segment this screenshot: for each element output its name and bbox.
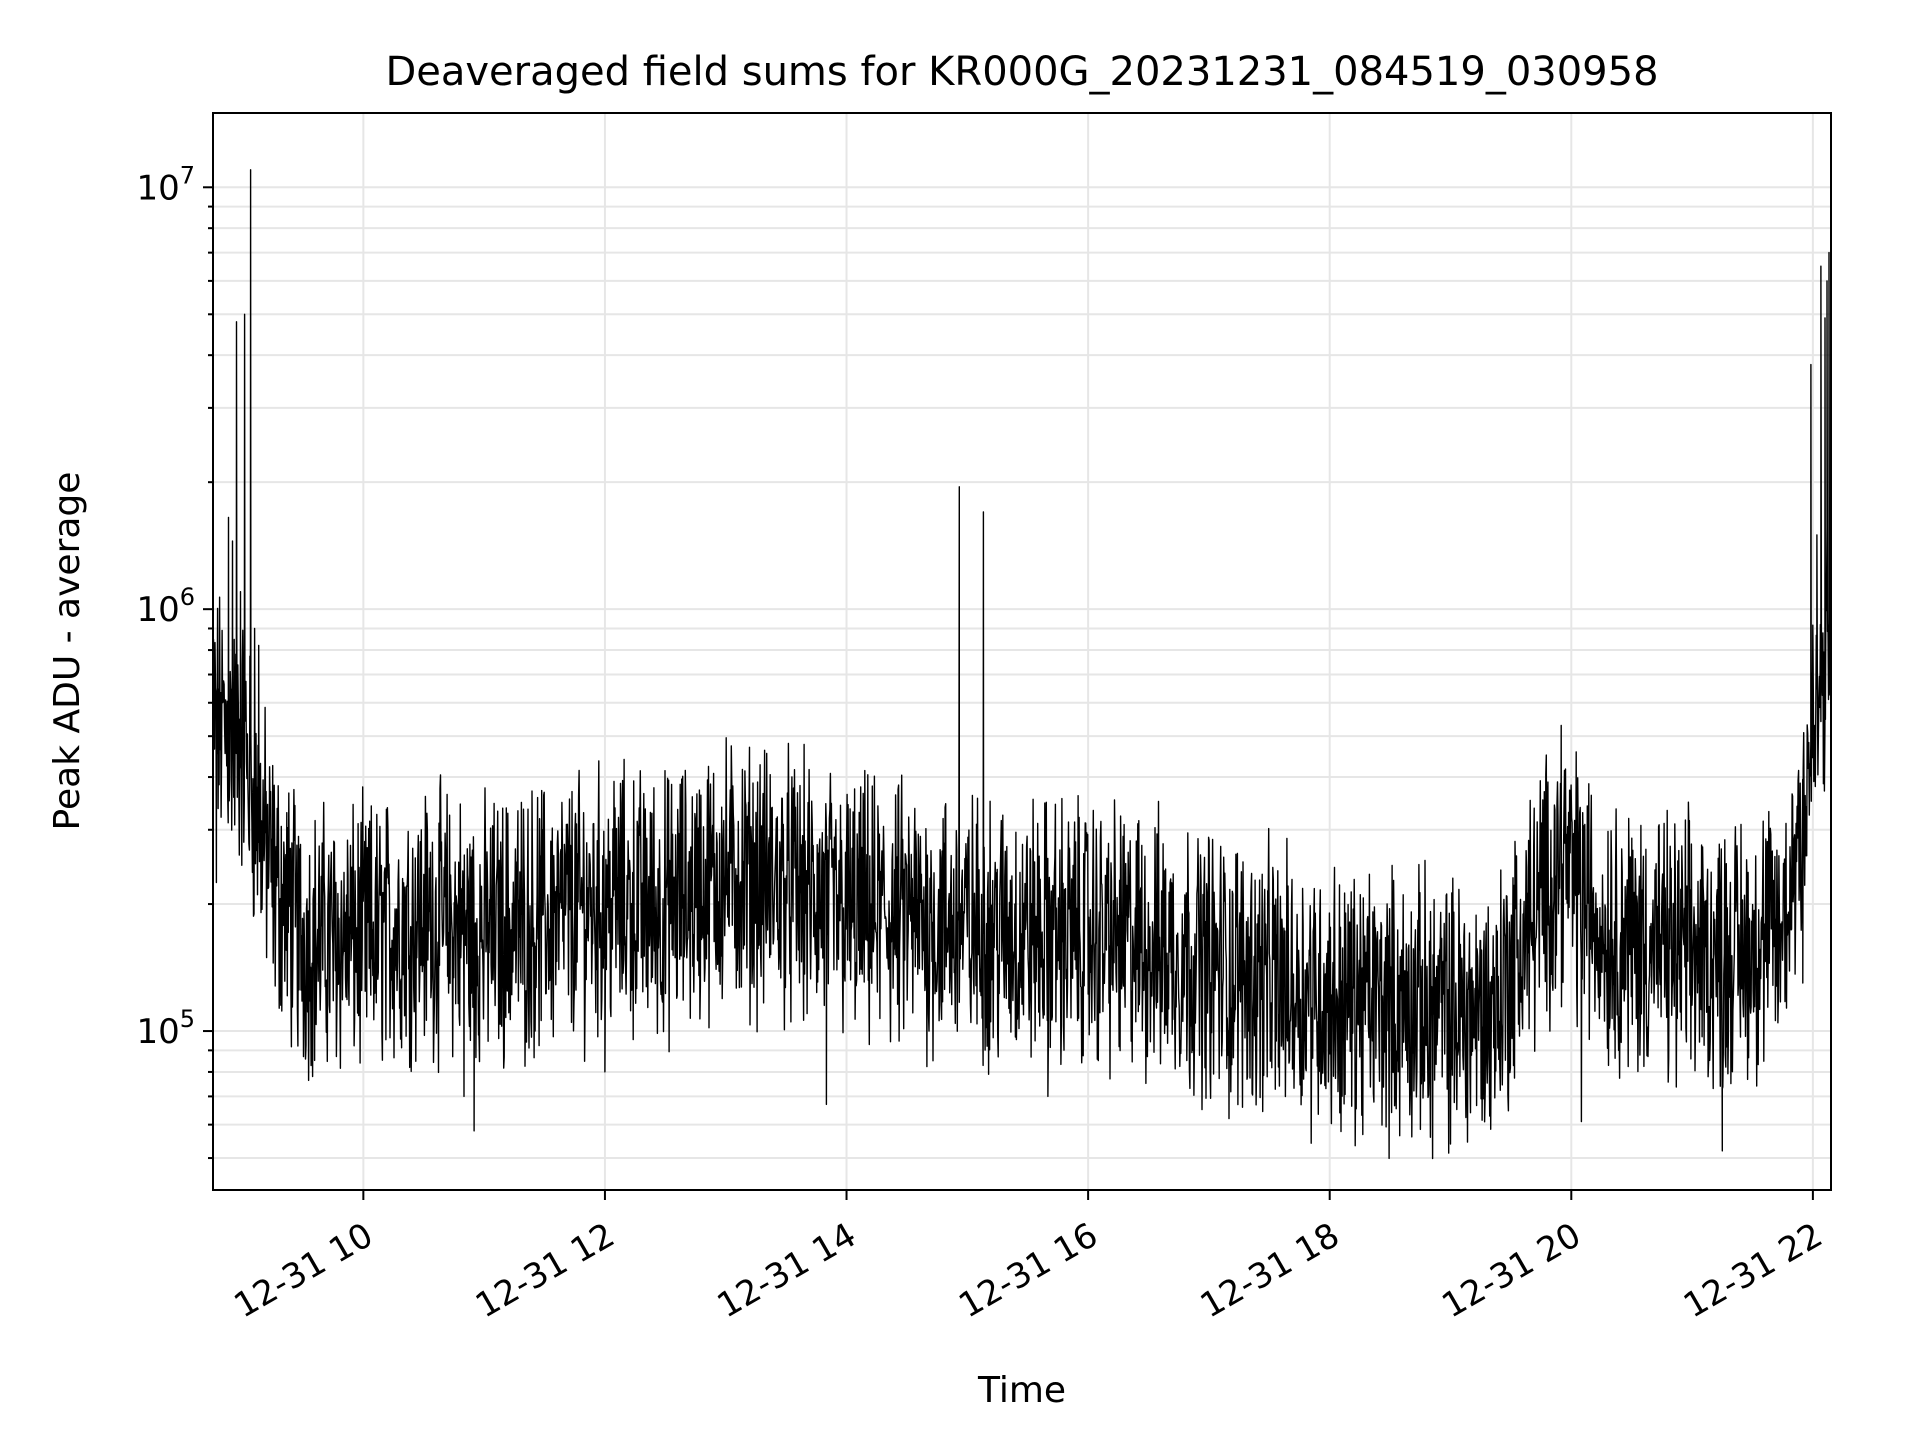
y-tick-exponent: 7	[180, 161, 195, 189]
y-tick-base: 10	[136, 168, 179, 208]
y-tick-label: 106	[136, 583, 195, 630]
y-axis-label: Peak ADU - average	[47, 472, 88, 831]
y-tick-label: 105	[136, 1005, 195, 1052]
x-axis-label: Time	[977, 1370, 1066, 1411]
grid	[213, 113, 1831, 1190]
y-tick-base: 10	[136, 590, 179, 630]
series-layer	[212, 169, 1832, 1160]
y-tick-exponent: 6	[180, 583, 195, 611]
y-tick-base: 10	[136, 1012, 179, 1052]
series-line	[212, 169, 1832, 1160]
y-tick-label: 107	[136, 161, 195, 208]
y-tick-exponent: 5	[180, 1005, 195, 1033]
plot-frame	[212, 112, 1832, 1191]
chart-title: Deaveraged field sums for KR000G_2023123…	[385, 49, 1658, 95]
